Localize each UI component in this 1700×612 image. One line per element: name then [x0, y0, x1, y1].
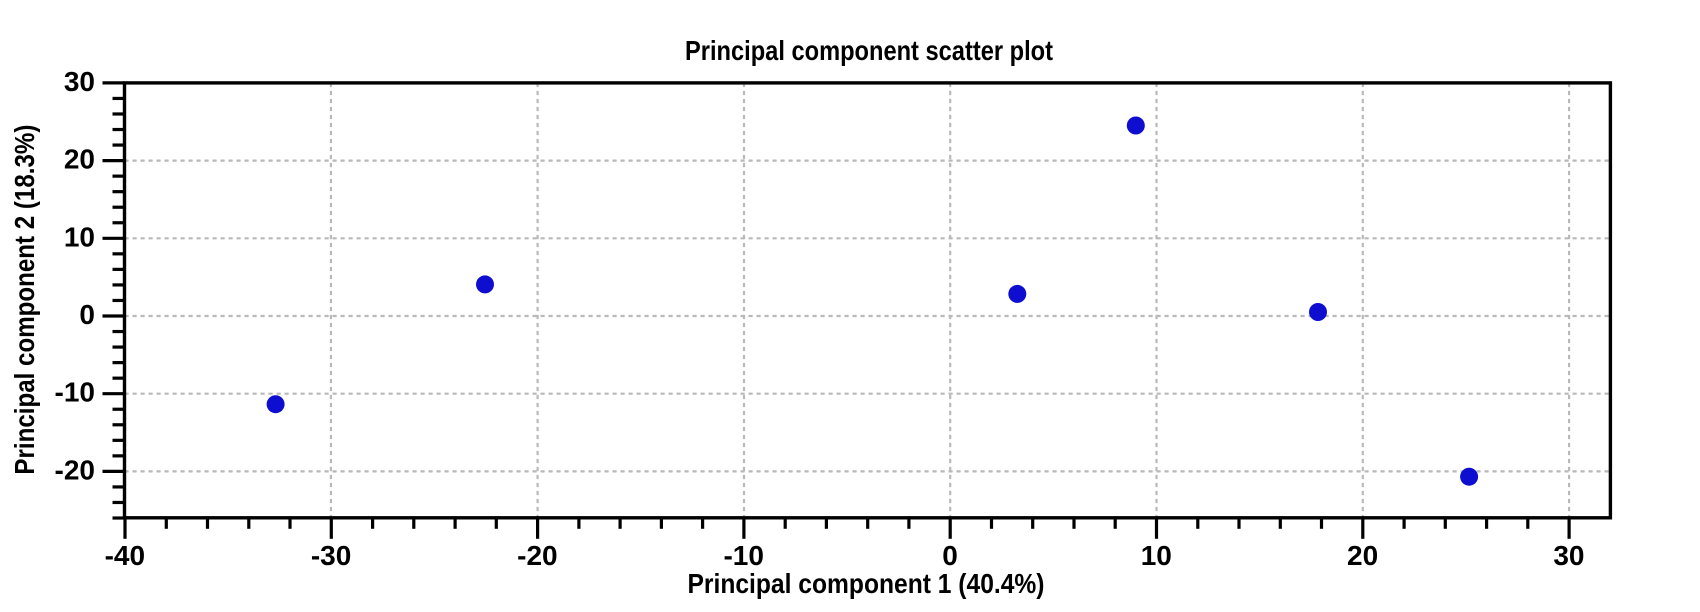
svg-text:20: 20 [64, 144, 95, 175]
svg-text:-10: -10 [55, 377, 95, 408]
svg-text:10: 10 [64, 221, 95, 252]
svg-text:-30: -30 [311, 540, 351, 571]
svg-text:Principal component 2 (18.3%): Principal component 2 (18.3%) [9, 125, 40, 475]
svg-text:0: 0 [79, 299, 95, 330]
svg-text:-40: -40 [105, 540, 145, 571]
svg-text:20: 20 [1347, 540, 1378, 571]
svg-text:30: 30 [1553, 540, 1584, 571]
svg-text:-20: -20 [517, 540, 557, 571]
svg-text:-20: -20 [55, 454, 95, 485]
svg-text:Principal component 1 (40.4%): Principal component 1 (40.4%) [688, 568, 1045, 599]
svg-text:Principal component scatter pl: Principal component scatter plot [685, 35, 1053, 66]
svg-text:0: 0 [942, 540, 958, 571]
svg-text:-10: -10 [723, 540, 763, 571]
svg-text:30: 30 [64, 66, 95, 97]
svg-text:10: 10 [1141, 540, 1172, 571]
